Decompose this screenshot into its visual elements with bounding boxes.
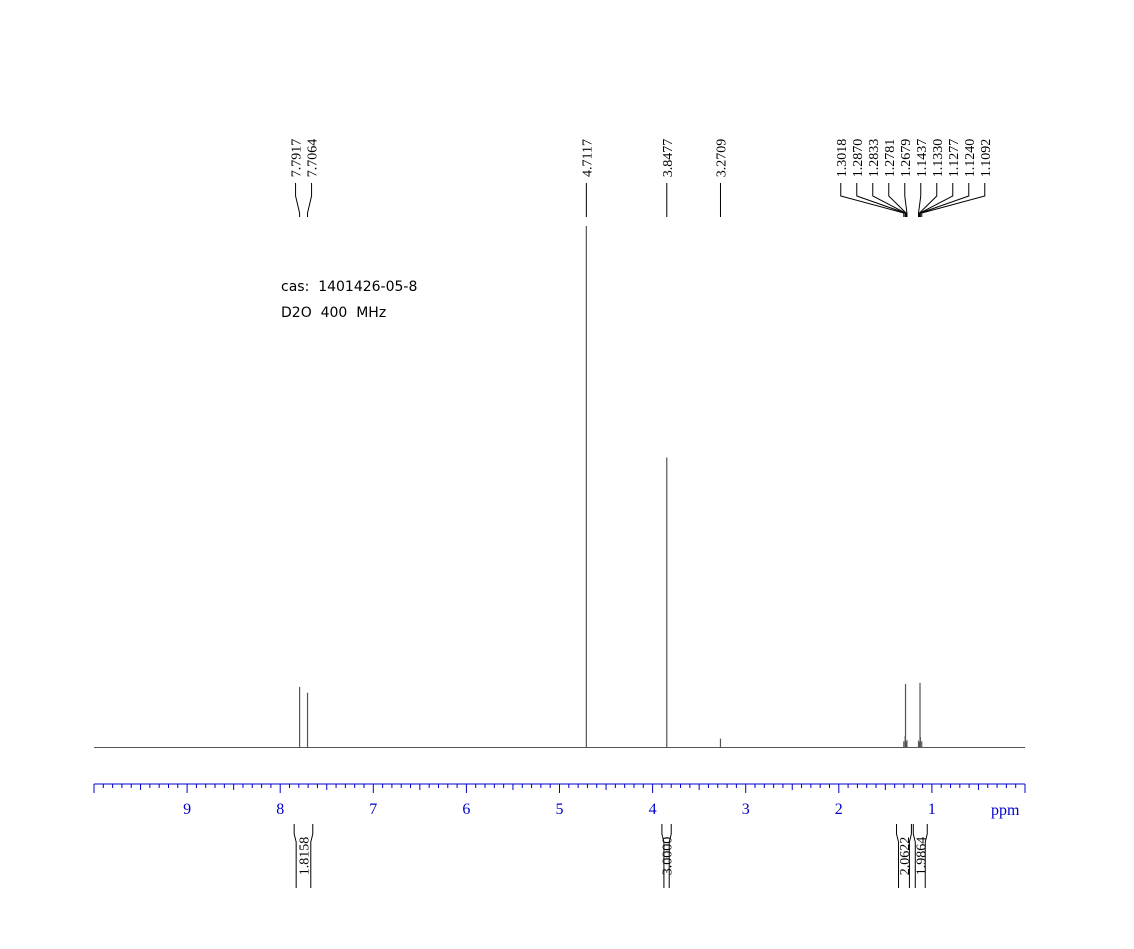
peak-leader-line [840, 183, 905, 217]
peak-shift-label: 1.2870 [851, 139, 866, 178]
integral-bracket-left [912, 824, 916, 888]
integrals: 1.8158 3.0000 2.0622 1.9864 [293, 824, 929, 888]
axis-tick-label: 1 [928, 801, 936, 818]
integral-bracket-right [668, 824, 672, 888]
integral-value-label: 1.9864 [914, 837, 929, 876]
peak-leader-line [921, 183, 986, 217]
peak-shift-label: 3.8477 [661, 139, 676, 178]
spectrum-layer [94, 226, 1025, 748]
peak-shift-label: 1.1437 [915, 139, 930, 178]
peak-shift-label: 1.2781 [883, 139, 898, 178]
axis-unit-label: ppm [991, 802, 1020, 819]
integral-bracket-left [293, 824, 297, 888]
integral-value-label: 1.8158 [297, 837, 312, 876]
integral-bracket-left [896, 824, 900, 888]
peak-shift-label: 1.1092 [979, 139, 994, 178]
axis-tick-label: 5 [556, 801, 564, 818]
peak-shift-label: 1.1240 [963, 139, 978, 178]
peak-shift-label: 1.2679 [899, 139, 914, 178]
ppm-axis: 9 8 7 6 5 4 3 2 1 ppm [93, 783, 1026, 819]
peak-shift-label: 7.7064 [306, 139, 321, 178]
integral-bracket-left [661, 824, 665, 888]
axis-tick-label: 7 [369, 801, 377, 818]
peak-leader-line [888, 183, 907, 217]
peak-shift-label: 4.7117 [580, 139, 595, 177]
integral-bracket-right [310, 824, 314, 888]
axis-tick-label: 2 [835, 801, 843, 818]
axis-tick-label: 8 [276, 801, 284, 818]
peak-leader-line [919, 183, 970, 217]
peak-leader-line [307, 183, 313, 217]
axis-tick-label: 9 [183, 801, 191, 818]
axis-tick-label: 4 [649, 801, 657, 818]
integral-value-label: 2.0622 [898, 837, 913, 876]
integral-value-label: 3.0000 [661, 837, 676, 876]
peak-leader-line [295, 183, 301, 217]
peak-shift-label: 7.7917 [290, 139, 305, 178]
peak-leader-line [904, 183, 908, 217]
peak-shift-label: 3.2709 [714, 139, 729, 178]
peak-shift-label: 1.1330 [931, 139, 946, 178]
peak-shift-label: 1.1277 [947, 139, 962, 178]
axis-tick-label: 3 [742, 801, 750, 818]
cas-number-annotation: cas: 1401426-05-8 [281, 279, 418, 295]
integral-bracket-right [908, 824, 912, 888]
peak-leader-line [918, 183, 922, 217]
peak-labels: 7.7917 7.7064 4.7117 3.8477 3.2709 1.3018 1.28… [290, 139, 994, 217]
peak-shift-label: 1.2833 [867, 139, 882, 178]
integral-bracket-right [924, 824, 928, 888]
peak-shift-label: 1.3018 [835, 139, 850, 178]
axis-tick-label: 6 [462, 801, 470, 818]
solvent-frequency-annotation: D2O 400 MHz [281, 305, 387, 321]
